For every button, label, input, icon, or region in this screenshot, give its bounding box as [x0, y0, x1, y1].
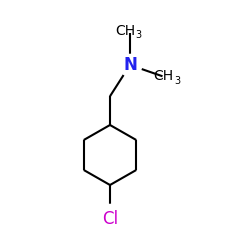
Text: CH: CH [115, 24, 135, 38]
Text: N: N [123, 56, 137, 74]
Text: 3: 3 [174, 76, 180, 86]
Text: 3: 3 [136, 30, 142, 40]
Text: Cl: Cl [102, 210, 118, 228]
Text: CH: CH [154, 69, 174, 83]
